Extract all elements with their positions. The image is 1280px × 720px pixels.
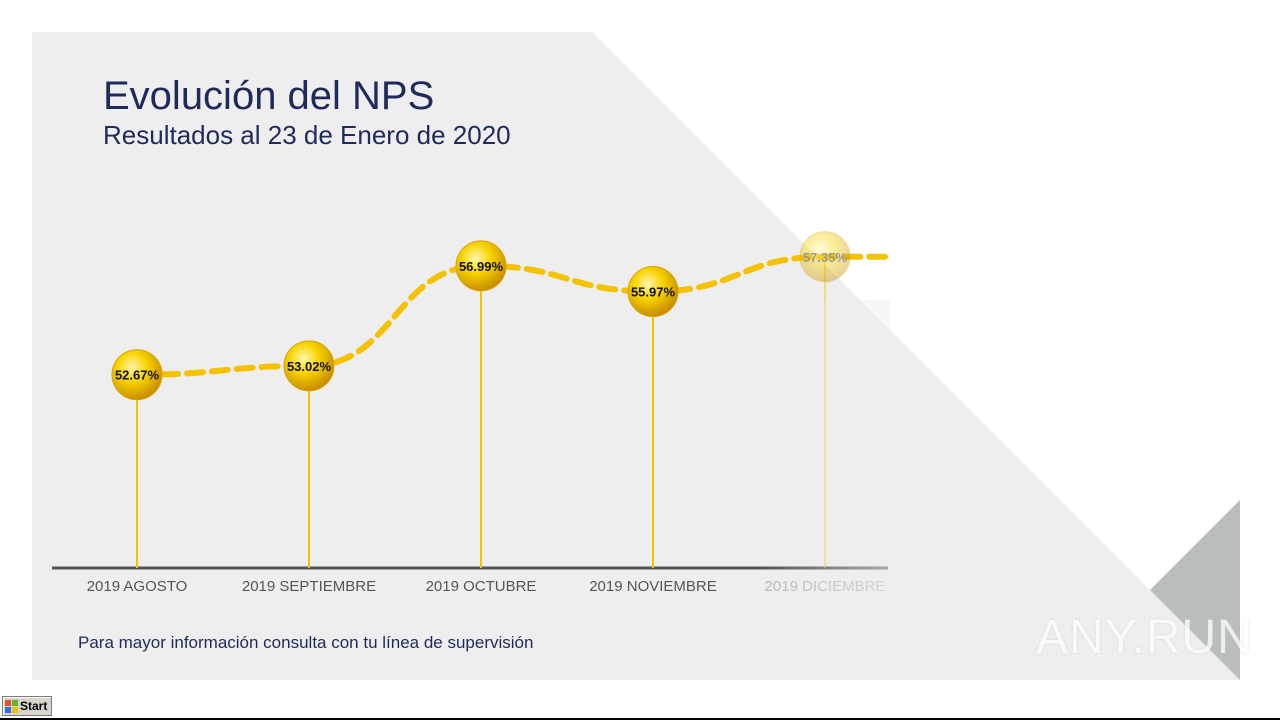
data-point <box>111 349 163 401</box>
data-label: 52.67% <box>115 368 160 383</box>
data-point <box>627 266 679 318</box>
gray-panel <box>32 32 1240 680</box>
footer-note: Para mayor información consulta con tu l… <box>78 633 534 652</box>
data-point <box>283 340 335 392</box>
data-label: 56.99% <box>459 259 504 274</box>
fade-overlay <box>760 300 890 600</box>
taskbar-edge <box>0 718 1280 720</box>
data-point <box>455 240 507 292</box>
data-label: 55.97% <box>631 285 676 300</box>
x-tick-label: 2019 SEPTIEMBRE <box>242 578 376 595</box>
corner-triangle <box>1150 500 1240 680</box>
x-tick-label: 2019 AGOSTO <box>87 578 188 595</box>
windows-logo-icon <box>5 699 18 713</box>
slide-subtitle: Resultados al 23 de Enero de 2020 <box>103 120 511 150</box>
slide-title: Evolución del NPS <box>103 74 435 118</box>
data-label: 53.02% <box>287 359 332 374</box>
watermark-logo: ANY.RUN <box>1036 611 1253 664</box>
start-label: Start <box>20 699 48 713</box>
x-tick-label: 2019 NOVIEMBRE <box>589 578 717 595</box>
start-button[interactable]: Start <box>2 696 52 716</box>
data-label: 57.35% <box>803 250 848 265</box>
data-point <box>799 231 851 283</box>
x-tick-label: 2019 OCTUBRE <box>426 578 537 595</box>
